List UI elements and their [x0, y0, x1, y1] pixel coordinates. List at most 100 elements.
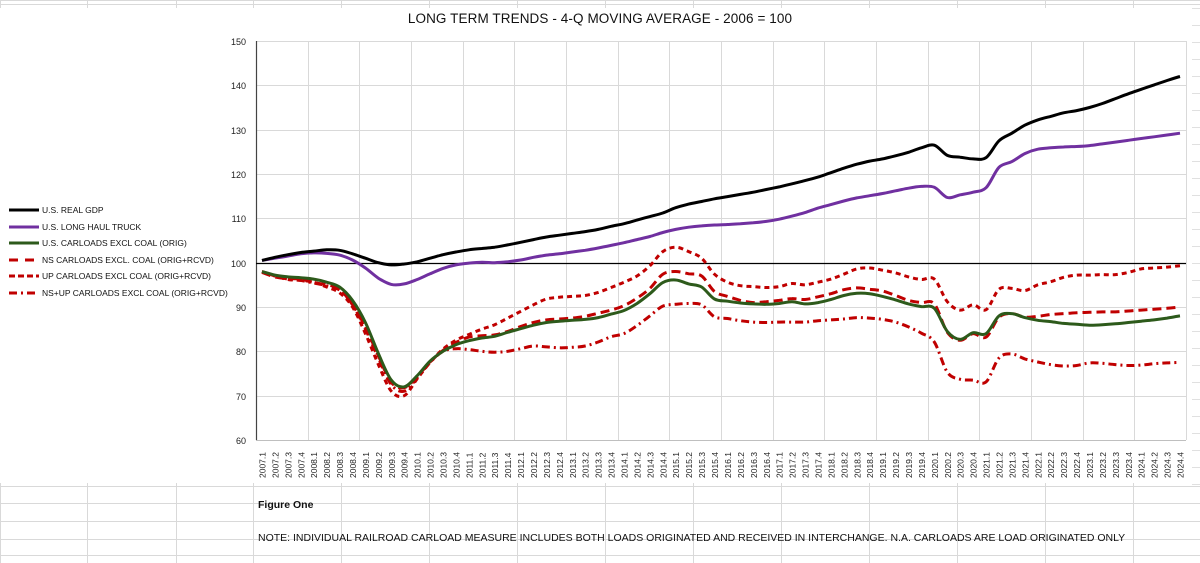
x-tick-label: 2010.2 [426, 452, 436, 478]
x-tick-label: 2017.1 [775, 452, 785, 478]
y-tick-label: 80 [236, 347, 246, 357]
x-tick-label: 2007.3 [283, 452, 293, 478]
x-tick-label: 2019.4 [917, 452, 927, 478]
x-tick-label: 2007.4 [296, 452, 306, 478]
y-tick-label: 70 [236, 392, 246, 402]
x-tick-label: 2013.1 [568, 452, 578, 478]
series-line-u-s-carloads-excl-coal-orig [261, 270, 1181, 389]
x-tick-label: 2015.3 [697, 452, 707, 478]
x-tick-label: 2013.2 [581, 452, 591, 478]
x-tick-label: 2015.2 [684, 452, 694, 478]
x-tick-label: 2008.4 [348, 452, 358, 478]
legend-label: U.S. LONG HAUL TRUCK [42, 221, 142, 232]
x-tick-label: 2009.3 [387, 452, 397, 478]
x-tick-label: 2010.3 [439, 452, 449, 478]
x-tick-label: 2007.1 [258, 452, 268, 478]
legend-item: NS+UP CARLOADS EXCL COAL (ORIG+RCVD) [8, 285, 228, 302]
figure-note: NOTE: INDIVIDUAL RAILROAD CARLOAD MEASUR… [258, 532, 1126, 544]
x-tick-label: 2022.4 [1072, 452, 1082, 478]
x-tick-label: 2016.4 [762, 452, 772, 478]
x-tick-label: 2016.3 [749, 452, 759, 478]
legend-label: NS CARLOADS EXCL. COAL (ORIG+RCVD) [42, 254, 214, 265]
y-tick-label: 120 [231, 170, 246, 180]
legend-swatch [9, 225, 39, 229]
x-tick-label: 2015.4 [710, 452, 720, 478]
x-tick-label: 2022.1 [1033, 452, 1043, 478]
x-tick-label: 2011.3 [490, 452, 500, 478]
figure-label: Figure One [258, 499, 314, 511]
x-tick-label: 2011.1 [464, 452, 474, 478]
x-tick-label: 2024.3 [1163, 452, 1173, 478]
x-tick-label: 2009.2 [374, 452, 384, 478]
x-tick-label: 2012.1 [516, 452, 526, 478]
x-tick-label: 2024.4 [1176, 452, 1186, 478]
legend-label: NS+UP CARLOADS EXCL COAL (ORIG+RCVD) [42, 287, 228, 298]
x-tick-label: 2022.2 [1046, 452, 1056, 478]
x-tick-label: 2019.3 [904, 452, 914, 478]
x-tick-label: 2018.2 [839, 452, 849, 478]
legend-swatch [9, 258, 39, 262]
x-tick-label: 2022.3 [1059, 452, 1069, 478]
gridlines [256, 41, 1187, 441]
x-tick-label: 2024.1 [1137, 452, 1147, 478]
x-tick-label: 2021.1 [982, 452, 992, 478]
x-tick-label: 2017.2 [788, 452, 798, 478]
x-tick-label: 2020.4 [969, 452, 979, 478]
y-tick-label: 140 [231, 81, 246, 91]
legend-item: U.S. REAL GDP [8, 202, 228, 219]
legend-label: U.S. CARLOADS EXCL COAL (ORIG) [42, 238, 187, 249]
x-tick-label: 2007.2 [270, 452, 280, 478]
legend-item: NS CARLOADS EXCL. COAL (ORIG+RCVD) [8, 252, 228, 269]
x-tick-label: 2012.2 [529, 452, 539, 478]
x-tick-label: 2020.3 [956, 452, 966, 478]
x-tick-label: 2021.3 [1007, 452, 1017, 478]
legend-swatch [9, 241, 39, 245]
x-tick-label: 2014.4 [658, 452, 668, 478]
x-tick-label: 2023.2 [1098, 452, 1108, 478]
legend-item: UP CARLOADS EXCL COAL (ORIG+RCVD) [8, 268, 228, 285]
y-tick-label: 60 [236, 436, 246, 446]
y-tick-label: 110 [232, 214, 246, 224]
chart-title: LONG TERM TRENDS - 4-Q MOVING AVERAGE - … [407, 11, 793, 26]
x-tick-label: 2016.2 [736, 452, 746, 478]
y-tick-label: 150 [231, 37, 246, 47]
x-tick-label: 2014.3 [645, 452, 655, 478]
x-tick-label: 2011.4 [503, 452, 513, 478]
x-tick-label: 2019.1 [878, 452, 888, 478]
legend-label: U.S. REAL GDP [42, 205, 104, 216]
x-tick-label: 2024.2 [1150, 452, 1160, 478]
x-tick-label: 2018.1 [826, 452, 836, 478]
x-tick-label: 2012.4 [555, 452, 565, 478]
x-tick-label: 2009.1 [361, 452, 371, 478]
series-line-u-s-real-gdp [261, 75, 1181, 267]
x-tick-label: 2020.2 [943, 452, 953, 478]
legend-swatch [9, 291, 39, 295]
x-tick-label: 2013.4 [607, 452, 617, 478]
x-tick-label: 2010.1 [413, 452, 423, 478]
legend-item: U.S. LONG HAUL TRUCK [8, 219, 228, 236]
y-tick-label: 130 [231, 126, 246, 136]
x-tick-label: 2008.2 [322, 452, 332, 478]
x-tick-label: 2008.1 [309, 452, 319, 478]
x-tick-label: 2023.4 [1124, 452, 1134, 478]
legend-swatch [9, 208, 39, 212]
x-tick-label: 2021.4 [1020, 452, 1030, 478]
y-tick-label: 90 [236, 303, 246, 313]
chart-legend: U.S. REAL GDP U.S. LONG HAUL TRUCK U.S. CA… [8, 202, 228, 301]
x-tick-label: 2017.3 [801, 452, 811, 478]
series-line-u-s-long-haul-truck [261, 131, 1181, 287]
x-tick-label: 2023.3 [1111, 452, 1121, 478]
x-tick-label: 2019.2 [891, 452, 901, 478]
x-tick-label: 2008.3 [335, 452, 345, 478]
x-tick-label: 2012.3 [542, 452, 552, 478]
x-tick-label: 2014.1 [620, 452, 630, 478]
x-tick-label: 2020.1 [930, 452, 940, 478]
x-tick-label: 2014.2 [632, 452, 642, 478]
legend-swatch [9, 274, 39, 278]
legend-label: UP CARLOADS EXCL COAL (ORIG+RCVD) [42, 271, 212, 282]
x-tick-label: 2016.1 [723, 452, 733, 478]
x-tick-label: 2018.4 [865, 452, 875, 478]
x-tick-label: 2021.2 [994, 452, 1004, 478]
chart-area[interactable] [0, 8, 1192, 483]
